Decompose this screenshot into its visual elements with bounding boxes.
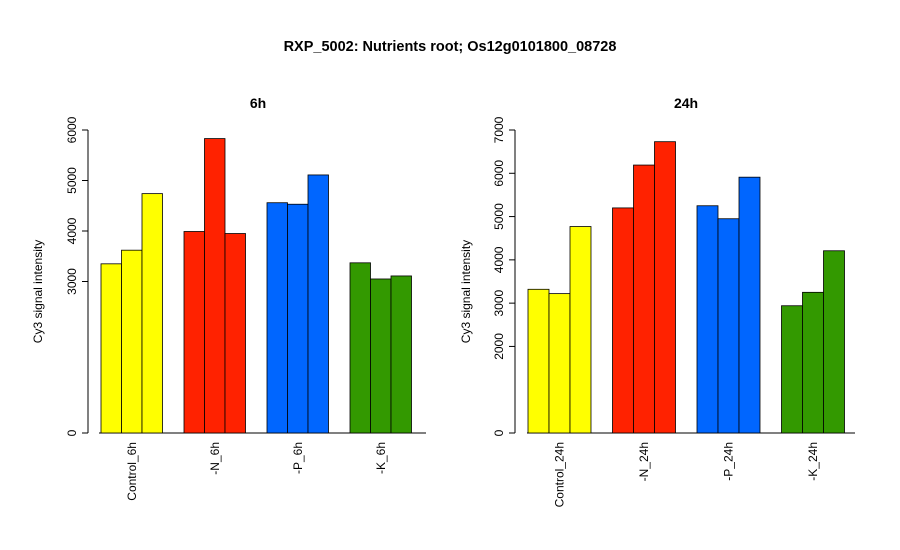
y-tick-label: 5000	[492, 203, 506, 230]
x-tick-label: -K_24h	[806, 442, 820, 481]
bar--K_6h-1	[349, 262, 371, 434]
chart-main-title: RXP_5002: Nutrients root; Os12g0101800_0…	[283, 39, 617, 55]
y-axis-label: Cy3 signal intensity	[459, 240, 473, 343]
y-tick-label: 6000	[492, 160, 506, 187]
bar--N_24h-1	[612, 207, 634, 434]
y-tick-label: 3000	[492, 289, 506, 316]
bar--N_6h-3	[224, 233, 246, 434]
bar-Control_24h-1	[527, 288, 550, 434]
x-tick-label: -N_24h	[637, 442, 651, 481]
bar--N_24h-2	[633, 164, 655, 434]
x-tick-label: -P_6h	[291, 442, 305, 474]
x-tick-label: Control_24h	[553, 442, 567, 507]
bar-Control_6h-1	[100, 263, 122, 434]
y-tick-label: 0	[65, 429, 79, 436]
bar--P_24h-3	[738, 176, 761, 434]
bar-Control_24h-2	[548, 293, 571, 434]
y-tick-label: 4000	[65, 217, 79, 244]
bar--K_24h-2	[802, 291, 824, 434]
bar-Control_6h-3	[141, 193, 163, 434]
panel-title-6h: 6h	[250, 95, 266, 111]
bar-Control_6h-2	[121, 249, 143, 434]
y-axis-label: Cy3 signal intensity	[31, 240, 45, 343]
x-tick-label: Control_6h	[125, 442, 139, 501]
y-tick-label: 3000	[65, 268, 79, 295]
y-tick-label: 0	[492, 429, 506, 436]
x-tick-label: -K_6h	[374, 442, 388, 474]
panel-title-24h: 24h	[674, 95, 698, 111]
bar--P_24h-2	[717, 218, 740, 434]
y-tick-label: 7000	[492, 116, 506, 143]
bar--P_6h-1	[266, 202, 288, 434]
bar--N_24h-3	[654, 141, 676, 434]
bar--K_6h-2	[370, 278, 392, 434]
bar--P_6h-2	[287, 203, 309, 434]
bar--N_6h-1	[183, 231, 205, 434]
x-tick-label: -N_6h	[208, 442, 222, 475]
bar-Control_24h-3	[569, 226, 592, 434]
bar--P_24h-1	[696, 205, 719, 434]
y-tick-label: 2000	[492, 333, 506, 360]
y-tick-label: 6000	[65, 116, 79, 143]
y-tick-label: 5000	[65, 167, 79, 194]
x-tick-label: -P_24h	[722, 442, 736, 481]
y-tick-label: 4000	[492, 246, 506, 273]
bar--P_6h-3	[307, 174, 329, 434]
bar--K_24h-3	[823, 250, 845, 434]
bar--N_6h-2	[204, 138, 226, 434]
bar--K_6h-3	[390, 275, 412, 434]
bar--K_24h-1	[781, 305, 803, 434]
